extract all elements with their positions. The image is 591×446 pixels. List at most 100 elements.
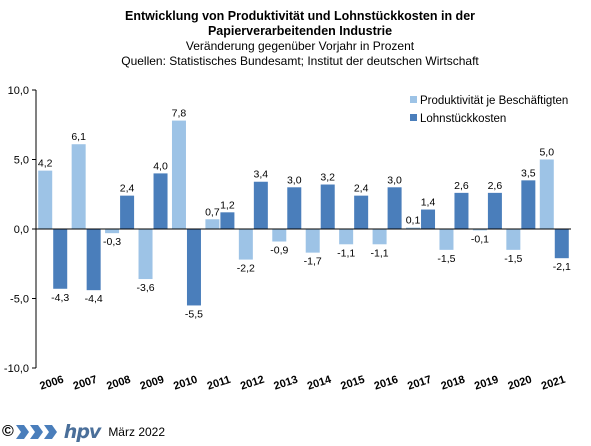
x-axis-category-label: 2014	[306, 373, 334, 392]
bar-unit-labor-costs	[253, 181, 268, 229]
bar-unit-labor-costs	[554, 229, 569, 259]
hpv-logo-chevrons-icon	[15, 423, 60, 441]
chart-title-line-2: Papierverarbeitenden Industrie	[207, 24, 393, 38]
y-axis-tick-label: 0,0	[14, 224, 29, 236]
bar-productivity	[372, 229, 387, 245]
bar-unit-labor-costs	[220, 212, 235, 229]
bar-productivity	[138, 229, 153, 280]
x-axis-category-label: 2012	[239, 374, 266, 393]
bar-unit-labor-costs	[387, 187, 402, 229]
bar-unit-labor-costs	[320, 184, 335, 229]
data-label: -1,5	[437, 253, 455, 265]
bar-productivity	[539, 159, 554, 229]
data-label: -2,1	[553, 261, 571, 273]
legend-label: Produktivität je Beschäftigten	[420, 95, 568, 107]
x-axis-category-label: 2006	[38, 374, 65, 393]
data-label: -1,1	[337, 247, 355, 259]
data-label: -3,6	[136, 282, 154, 294]
bar-unit-labor-costs	[186, 229, 201, 306]
bar-unit-labor-costs	[53, 229, 68, 289]
legend-swatch	[410, 114, 417, 121]
data-label: -4,3	[51, 292, 69, 304]
x-axis-category-label: 2017	[406, 374, 433, 393]
bar-productivity	[238, 229, 253, 260]
chart-title-line-1: Entwicklung von Produktivität und Lohnst…	[124, 9, 476, 23]
x-axis-category-label: 2011	[206, 374, 232, 393]
copyright-symbol: ©	[2, 423, 14, 440]
data-label: 2,4	[120, 183, 135, 195]
data-label: -5,5	[185, 308, 203, 320]
data-label: 2,6	[454, 180, 469, 192]
data-label: -2,2	[237, 263, 255, 275]
data-label: 0,1	[406, 215, 421, 227]
data-label: 3,0	[387, 174, 402, 186]
data-label: 3,0	[287, 174, 302, 186]
data-label: 7,8	[172, 108, 187, 120]
bar-productivity	[439, 229, 454, 250]
bar-unit-labor-costs	[153, 173, 168, 229]
chart-subtitle: Veränderung gegenüber Vorjahr in Prozent	[185, 39, 415, 53]
y-axis-tick-label: 10,0	[8, 85, 29, 97]
x-axis-category-label: 2018	[440, 374, 467, 393]
data-label: -4,4	[85, 293, 103, 305]
bar-productivity	[171, 120, 186, 229]
bar-productivity	[105, 229, 120, 234]
data-label: 2,6	[488, 180, 503, 192]
data-label: -1,7	[304, 256, 322, 268]
bar-productivity	[305, 229, 320, 253]
bar-productivity	[472, 229, 487, 231]
data-label: 1,2	[220, 199, 235, 211]
x-axis-category-label: 2016	[373, 374, 400, 393]
bar-productivity	[205, 219, 220, 229]
x-axis-category-label: 2015	[339, 374, 366, 393]
data-label: -1,5	[504, 253, 522, 265]
bar-productivity	[272, 229, 287, 242]
bar-unit-labor-costs	[287, 187, 302, 229]
x-axis-category-label: 2008	[105, 374, 132, 393]
chart-source: Quellen: Statistisches Bundesamt; Instit…	[121, 54, 479, 68]
data-label: -0,1	[471, 233, 489, 245]
data-label: 3,4	[254, 169, 269, 181]
data-label: -0,9	[270, 245, 288, 257]
data-label: 1,4	[421, 197, 436, 209]
footer: © hpv März 2022	[2, 421, 165, 443]
hpv-logo-text: hpv	[63, 421, 102, 443]
legend-label: Lohnstückkosten	[420, 113, 506, 125]
data-label: -1,1	[371, 247, 389, 259]
data-label: 6,1	[71, 131, 86, 143]
data-label: 4,2	[38, 158, 53, 170]
bar-productivity	[506, 229, 521, 250]
x-axis-category-label: 2007	[72, 374, 99, 393]
bar-unit-labor-costs	[487, 192, 502, 229]
bar-unit-labor-costs	[120, 195, 135, 229]
data-label: 2,4	[354, 183, 369, 195]
y-axis-tick-label: -5,0	[10, 294, 29, 306]
x-axis-category-label: 2009	[139, 374, 166, 393]
bar-productivity	[406, 227, 421, 229]
data-label: 0,7	[205, 206, 220, 218]
chart-title-block: Entwicklung von Produktivität und Lohnst…	[40, 9, 560, 69]
x-axis-category-label: 2010	[172, 374, 199, 393]
x-axis-category-label: 2013	[272, 374, 299, 393]
footer-date: März 2022	[108, 425, 166, 439]
legend-swatch	[410, 96, 417, 103]
bar-productivity	[71, 144, 86, 229]
y-axis-tick-label: 5,0	[14, 155, 29, 167]
x-axis-category-label: 2019	[473, 374, 500, 393]
bar-unit-labor-costs	[454, 192, 469, 229]
bar-unit-labor-costs	[86, 229, 101, 291]
data-label: 4,0	[153, 160, 168, 172]
data-label: -0,3	[103, 236, 121, 248]
bar-unit-labor-costs	[354, 195, 369, 229]
x-axis-category-label: 2020	[506, 374, 533, 393]
bar-productivity	[38, 170, 53, 229]
bar-unit-labor-costs	[421, 209, 436, 229]
y-axis-tick-label: -10,0	[4, 363, 29, 375]
x-axis-category-label: 2021	[540, 374, 567, 393]
data-label: 3,2	[320, 172, 335, 184]
bar-productivity	[339, 229, 354, 245]
data-label: 3,5	[521, 167, 536, 179]
data-label: 5,0	[539, 147, 554, 159]
bar-unit-labor-costs	[521, 180, 536, 229]
